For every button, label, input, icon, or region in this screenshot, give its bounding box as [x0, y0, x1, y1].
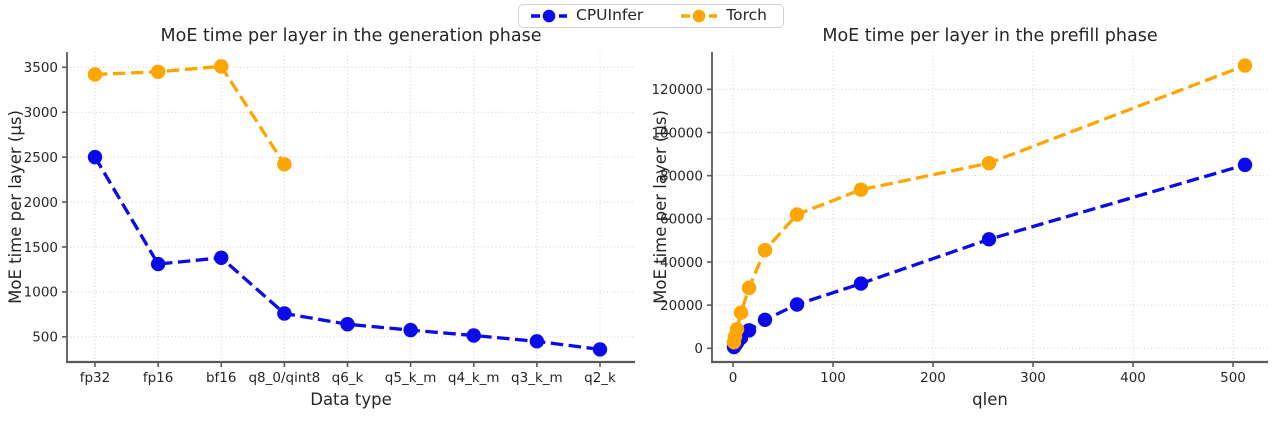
- legend-label-cpuinfer: CPUInfer: [576, 6, 644, 24]
- svg-text:20000: 20000: [660, 298, 703, 314]
- svg-text:fp16: fp16: [143, 370, 174, 386]
- svg-text:100000: 100000: [651, 125, 703, 141]
- legend: CPUInfer Torch: [518, 4, 784, 28]
- generation-phase-chart: 500 1000 1500 2000 2500 3000 3500 fp32 fp16 bf16 q…: [6, 26, 635, 409]
- svg-text:3000: 3000: [24, 105, 58, 121]
- svg-text:Data type: Data type: [310, 390, 392, 409]
- svg-text:q4_k_m: q4_k_m: [448, 370, 500, 386]
- legend-label-torch: Torch: [726, 6, 767, 24]
- prefill-phase-chart: 0 20000 40000 60000 80000 100000 120000 0 100 200…: [651, 26, 1268, 409]
- svg-text:200: 200: [920, 370, 946, 386]
- svg-text:0: 0: [694, 341, 703, 357]
- svg-text:2000: 2000: [24, 195, 58, 211]
- svg-text:60000: 60000: [660, 212, 703, 228]
- svg-text:100: 100: [820, 370, 846, 386]
- svg-text:40000: 40000: [660, 255, 703, 271]
- svg-text:500: 500: [1220, 370, 1246, 386]
- svg-text:120000: 120000: [651, 82, 703, 98]
- svg-text:MoE time per layer (µs): MoE time per layer (µs): [6, 110, 25, 304]
- svg-text:q5_k_m: q5_k_m: [385, 370, 437, 386]
- svg-text:400: 400: [1120, 370, 1146, 386]
- svg-text:bf16: bf16: [206, 370, 237, 386]
- svg-text:qlen: qlen: [972, 390, 1008, 409]
- svg-text:2500: 2500: [24, 150, 58, 166]
- svg-text:500: 500: [32, 330, 58, 346]
- svg-text:MoE time per layer in the pref: MoE time per layer in the prefill phase: [822, 26, 1157, 46]
- svg-text:fp32: fp32: [80, 370, 111, 386]
- cpuinfer-line-marker-icon: [531, 9, 567, 23]
- svg-text:q2_k: q2_k: [584, 370, 616, 386]
- svg-text:3500: 3500: [24, 60, 58, 76]
- svg-text:q6_k: q6_k: [332, 370, 364, 386]
- svg-text:MoE time per layer in the gene: MoE time per layer in the generation pha…: [161, 26, 542, 46]
- svg-text:1500: 1500: [24, 240, 58, 256]
- svg-text:300: 300: [1020, 370, 1046, 386]
- svg-text:1000: 1000: [24, 285, 58, 301]
- svg-text:MoE time per layer (µs): MoE time per layer (µs): [651, 110, 670, 304]
- torch-line-marker-icon: [681, 9, 718, 23]
- legend-item-cpuinfer: CPUInfer: [531, 6, 644, 24]
- svg-text:80000: 80000: [660, 168, 703, 184]
- svg-text:0: 0: [729, 370, 738, 386]
- svg-text:q3_k_m: q3_k_m: [511, 370, 563, 386]
- svg-text:q8_0/qint8: q8_0/qint8: [248, 370, 320, 386]
- legend-item-torch: Torch: [681, 6, 767, 24]
